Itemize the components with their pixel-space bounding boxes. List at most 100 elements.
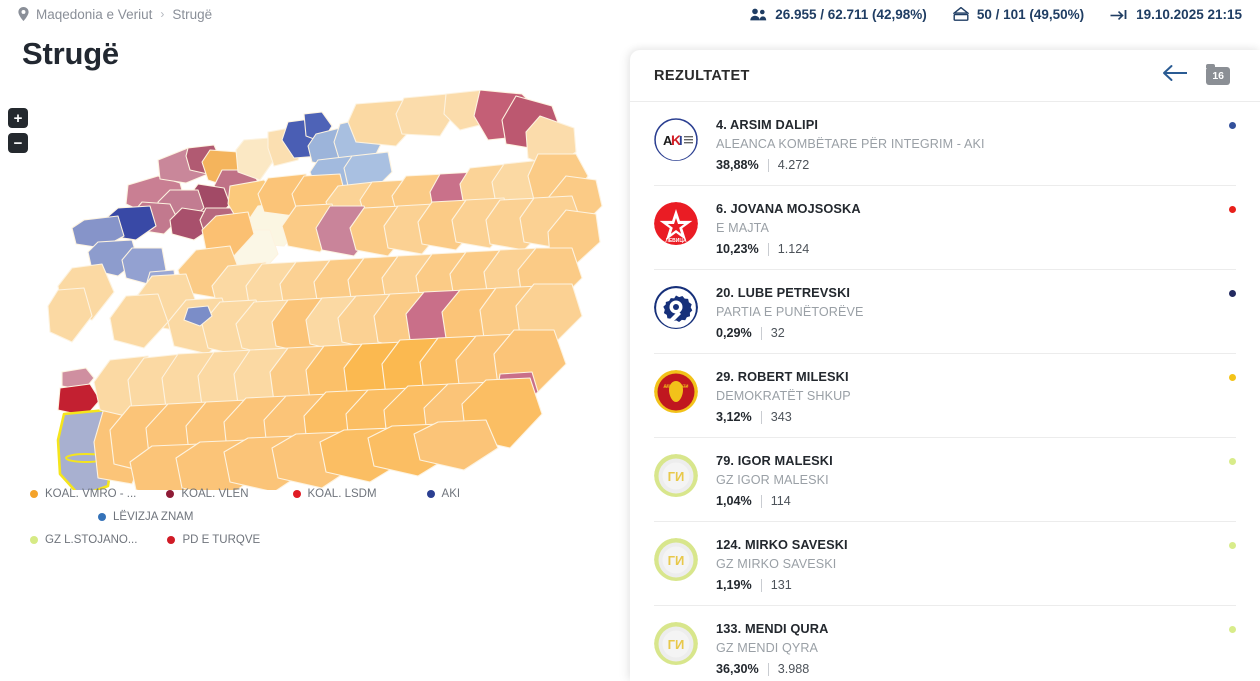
party-name: DEMOKRATËT SHKUP <box>716 389 851 403</box>
legend-item[interactable]: KOAL. VMRO - ... <box>30 488 136 500</box>
candidate-name: 4. ARSIM DALIPI <box>716 117 818 132</box>
turnout-value: 26.955 / 62.711 (42,98%) <box>775 6 927 22</box>
party-color-dot <box>1229 374 1236 381</box>
result-row[interactable]: ГИ 133. MENDI QURA GZ MENDI QYRA 36,30% … <box>654 606 1236 681</box>
result-row[interactable]: ДЕМОКРАТИ 29. ROBERT MILESKI DEMOKRATËT … <box>654 354 1236 438</box>
result-votes: 32 <box>770 326 785 340</box>
map-zoom-controls: + − <box>8 108 28 153</box>
map-legend: KOAL. VMRO - ... KOAL. VLEN KOAL. LSDM A… <box>30 488 630 557</box>
legend-item[interactable]: PD E TURQVE <box>167 534 260 546</box>
arrow-left-icon[interactable] <box>1162 64 1188 87</box>
legend-label: LËVIZJA ZNAM <box>113 511 194 523</box>
header-stats: 26.955 / 62.711 (42,98%) 50 / 101 (49,50… <box>750 7 1242 22</box>
map-container[interactable]: + − <box>0 90 630 490</box>
separator <box>767 158 769 172</box>
legend-color-dot <box>426 490 435 498</box>
party-name: GZ IGOR MALESKI <box>716 473 829 487</box>
breadcrumb-root[interactable]: Maqedonia e Veriut <box>36 6 153 22</box>
result-numbers: 1,19% 131 <box>716 578 1211 592</box>
legend-item[interactable]: GZ L.STOJANO... <box>30 534 137 546</box>
party-color-dot <box>1229 206 1236 213</box>
last-update-stat: 19.10.2025 21:15 <box>1110 7 1242 22</box>
legend-label: KOAL. VMRO - ... <box>45 488 137 500</box>
result-percent: 1,04% <box>716 494 752 508</box>
candidate-name: 29. ROBERT MILESKI <box>716 369 849 384</box>
legend-label: AKI <box>441 488 461 500</box>
people-icon <box>750 8 767 21</box>
results-panel-header: REZULTATET 16 <box>630 50 1260 102</box>
party-name: E MAJTA <box>716 221 769 235</box>
legend-item[interactable]: LËVIZJA ZNAM <box>98 511 194 523</box>
svg-text:ЛЕВИЦА: ЛЕВИЦА <box>665 238 687 244</box>
legend-item[interactable]: KOAL. LSDM <box>292 488 377 500</box>
result-numbers: 0,29% 32 <box>716 326 1211 340</box>
result-numbers: 36,30% 3.988 <box>716 662 1211 676</box>
legend-label: GZ L.STOJANO... <box>45 534 138 546</box>
gi-logo-icon: ГИ <box>654 621 698 665</box>
party-name: GZ MENDI QYRA <box>716 641 819 655</box>
svg-text:ГИ: ГИ <box>668 469 685 484</box>
party-color-dot <box>1229 458 1236 465</box>
result-votes: 343 <box>770 410 792 424</box>
result-row[interactable]: 20. LUBE PETREVSKI PARTIA E PUNËTORËVE 0… <box>654 270 1236 354</box>
legend-color-dot <box>166 490 175 498</box>
separator <box>760 410 762 424</box>
legend-label: KOAL. LSDM <box>307 488 377 500</box>
result-votes: 114 <box>770 494 791 508</box>
last-update-value: 19.10.2025 21:15 <box>1136 6 1242 22</box>
result-votes: 3.988 <box>777 662 810 676</box>
svg-text:ГИ: ГИ <box>668 553 685 568</box>
party-name: PARTIA E PUNËTORËVE <box>716 305 864 319</box>
page-title: Strugë <box>22 36 119 71</box>
result-numbers: 1,04% 114 <box>716 494 1211 508</box>
breadcrumb-separator: › <box>160 7 165 21</box>
gi-logo-icon: ГИ <box>654 537 698 581</box>
polling-stations-stat: 50 / 101 (49,50%) <box>952 6 1085 22</box>
separator <box>767 662 769 676</box>
macedonia-choropleth-map[interactable] <box>0 90 630 490</box>
legend-color-dot <box>167 536 176 544</box>
separator <box>767 242 769 256</box>
result-percent: 0,29% <box>716 326 752 340</box>
zoom-out-button[interactable]: − <box>8 133 28 153</box>
separator <box>760 326 762 340</box>
top-bar: Maqedonia e Veriut › Strugë 26.955 / 62.… <box>0 0 1260 28</box>
gi-logo-icon: ГИ <box>654 453 698 497</box>
separator <box>760 494 762 508</box>
candidate-name: 20. LUBE PETREVSKI <box>716 285 851 300</box>
partia-punetoreve-logo-icon <box>654 285 698 329</box>
result-numbers: 3,12% 343 <box>716 410 1211 424</box>
breadcrumb-current[interactable]: Strugë <box>172 6 213 22</box>
result-percent: 3,12% <box>716 410 752 424</box>
legend-item[interactable]: KOAL. VLEN <box>166 488 249 500</box>
svg-text:A: A <box>663 133 673 148</box>
last-update-icon <box>1110 8 1128 21</box>
result-votes: 4.272 <box>777 158 810 172</box>
polling-stations-value: 50 / 101 (49,50%) <box>976 6 1085 22</box>
svg-text:I: I <box>679 133 683 148</box>
result-row[interactable]: ГИ 79. IGOR MALESKI GZ IGOR MALESKI 1,04… <box>654 438 1236 522</box>
party-name: ALEANCA KOMBËTARE PËR INTEGRIM - AKI <box>716 137 985 151</box>
candidate-name: 79. IGOR MALESKI <box>716 453 833 468</box>
breadcrumb: Maqedonia e Veriut › Strugë <box>18 7 212 22</box>
zoom-in-button[interactable]: + <box>8 108 28 128</box>
result-row[interactable]: ЛЕВИЦА 6. JOVANA MOJSOSKA E MAJTA 10,23%… <box>654 186 1236 270</box>
party-name: GZ MIRKO SAVESKI <box>716 557 837 571</box>
legend-color-dot <box>292 490 301 498</box>
legend-color-dot <box>98 513 106 521</box>
party-color-dot <box>1229 290 1236 297</box>
result-row[interactable]: ГИ 124. MIRKO SAVESKI GZ MIRKO SAVESKI 1… <box>654 522 1236 606</box>
separator <box>760 578 762 592</box>
result-numbers: 38,88% 4.272 <box>716 158 1211 172</box>
svg-text:ГИ: ГИ <box>668 637 685 652</box>
legend-item[interactable]: AKI <box>426 488 461 500</box>
results-count-badge[interactable]: 16 <box>1206 63 1230 85</box>
results-panel-title: REZULTATET <box>654 67 750 84</box>
svg-text:K: K <box>671 132 681 148</box>
result-percent: 36,30% <box>716 662 759 676</box>
